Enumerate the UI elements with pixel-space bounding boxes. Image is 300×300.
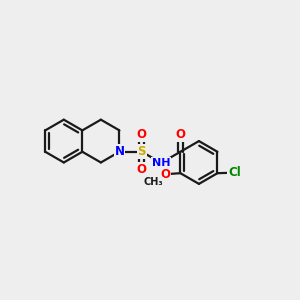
Text: NH: NH — [152, 158, 170, 168]
Text: O: O — [160, 168, 170, 181]
Text: O: O — [137, 163, 147, 176]
Text: Cl: Cl — [228, 166, 241, 179]
Text: CH₃: CH₃ — [143, 177, 163, 188]
Text: O: O — [137, 128, 147, 141]
Text: O: O — [176, 128, 185, 141]
Text: N: N — [114, 145, 124, 158]
Text: S: S — [138, 145, 146, 158]
